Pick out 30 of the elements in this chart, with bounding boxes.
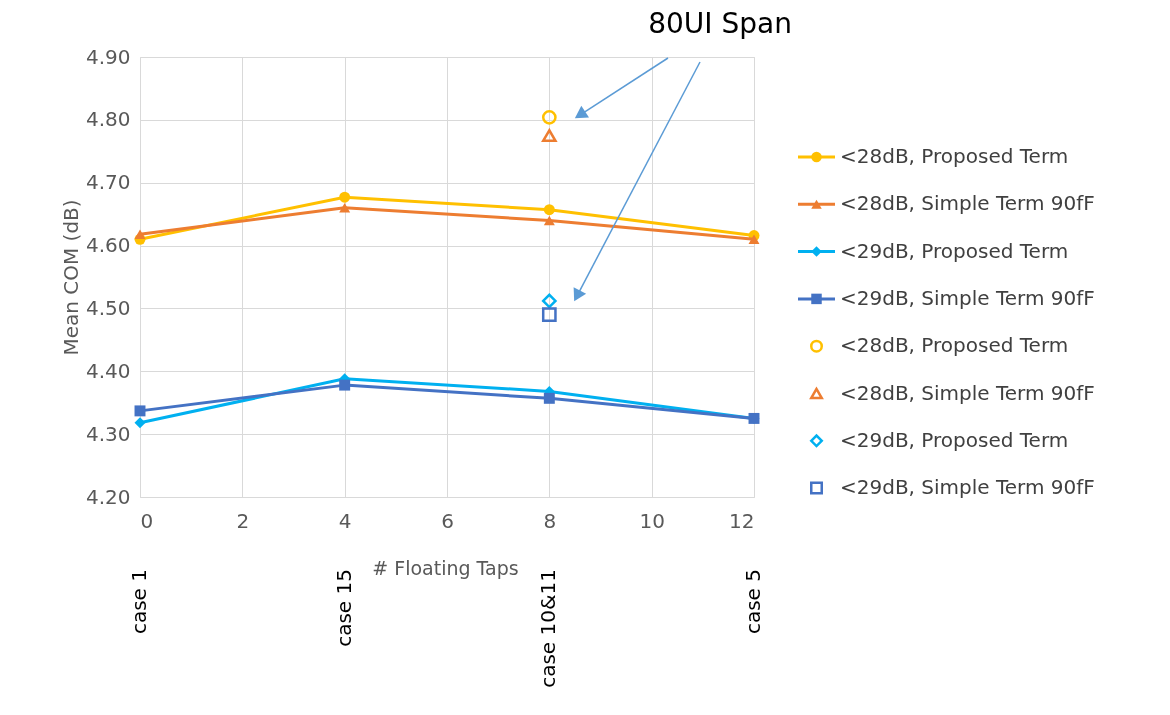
y-tick-label: 4.40 (85, 358, 131, 383)
legend-label: <29dB, Simple Term 90fF (840, 475, 1095, 500)
y-tick-label: 4.50 (85, 295, 131, 320)
x-tick-label: 0 (140, 508, 154, 533)
text: 80UI Span (648, 7, 792, 40)
y-tick-label: 4.90 (85, 44, 131, 69)
x-axis-title: # Floating Taps (372, 556, 519, 579)
text: case 10&11 (536, 569, 561, 688)
x-tick-label: 8 (543, 508, 557, 533)
legend-label: <28dB, Proposed Term (840, 144, 1069, 168)
text: case 15 (331, 569, 356, 647)
text: case 5 (741, 569, 765, 635)
y-tick-label: 4.60 (85, 233, 131, 258)
legend-label: <29dB, Proposed Term (840, 427, 1069, 452)
text: case 1 (127, 569, 151, 635)
x-tick-label: 12 (729, 508, 755, 533)
x-tick-label: 2 (236, 508, 250, 533)
legend-label: <28dB, Proposed Term (840, 333, 1069, 358)
x-tick-label: 10 (639, 508, 665, 533)
y-tick-label: 4.80 (85, 107, 131, 132)
legend-label: <29dB, Simple Term 90fF (840, 285, 1095, 310)
legend-label: <28dB, Simple Term 90fF (840, 191, 1095, 216)
y-tick-label: 4.20 (85, 484, 131, 509)
y-axis-title: Mean COM (dB) (58, 199, 83, 356)
y-tick-label: 4.30 (85, 421, 131, 446)
legend-label: <28dB, Simple Term 90fF (840, 380, 1095, 405)
legend-label: <29dB, Proposed Term (840, 238, 1069, 263)
y-tick-label: 4.70 (85, 170, 131, 195)
x-tick-label: 6 (441, 508, 454, 533)
x-tick-label: 4 (338, 508, 352, 533)
